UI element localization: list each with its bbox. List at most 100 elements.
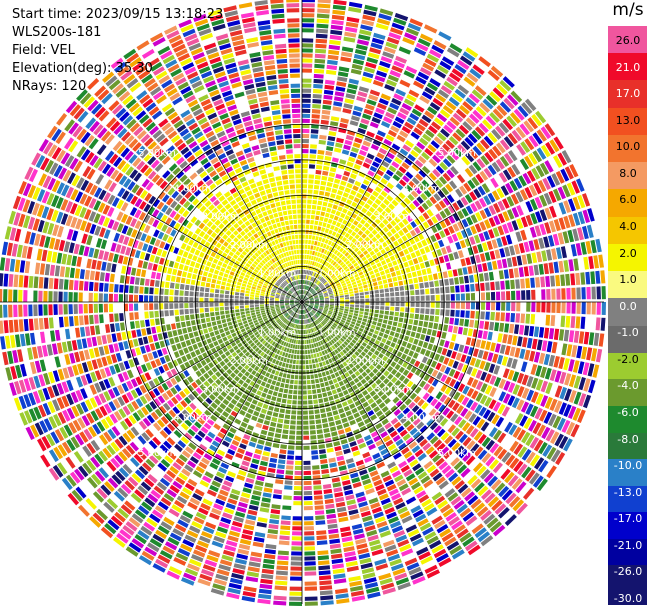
velocity-cell [450,151,460,161]
velocity-cell [318,282,322,287]
velocity-cell [328,246,333,252]
velocity-cell [309,296,313,299]
velocity-cell [468,347,475,356]
velocity-cell [389,235,396,242]
velocity-cell [239,336,245,342]
velocity-cell [226,592,240,600]
velocity-cell [328,310,333,314]
velocity-cell [368,364,375,371]
velocity-cell [326,375,332,381]
velocity-cell [167,399,175,408]
velocity-cell [275,317,280,321]
velocity-cell [222,549,235,557]
velocity-cell [327,59,338,66]
velocity-cell [389,330,395,337]
velocity-cell [286,320,290,325]
velocity-cell [484,362,491,372]
velocity-cell [417,155,427,164]
velocity-cell [319,449,326,454]
velocity-cell [465,399,474,409]
velocity-cell [517,446,528,458]
velocity-cell [362,162,371,169]
velocity-cell [480,421,490,432]
velocity-cell [429,78,441,88]
velocity-cell [214,330,220,336]
velocity-cell [339,357,345,363]
velocity-cell [377,18,391,26]
velocity-cell [404,121,414,130]
velocity-cell [350,224,356,230]
velocity-cell [385,302,390,306]
velocity-cell [363,577,377,584]
velocity-cell [408,401,416,410]
velocity-cell [516,218,524,229]
velocity-cell [51,343,58,355]
velocity-cell [384,329,390,335]
velocity-cell [208,327,213,333]
velocity-cell [312,230,317,235]
velocity-cell [339,309,344,313]
velocity-cell [568,330,575,343]
velocity-cell [133,338,139,347]
velocity-cell [345,299,350,302]
velocity-cell [74,433,85,446]
velocity-cell [331,157,339,163]
velocity-cell [2,351,9,366]
velocity-cell [232,568,245,575]
velocity-cell [125,350,132,359]
velocity-cell [469,274,474,283]
velocity-cell [294,481,302,486]
velocity-cell [426,209,434,217]
velocity-cell [540,380,548,393]
velocity-cell [320,242,324,248]
velocity-cell [484,321,490,330]
velocity-cell [431,379,439,387]
velocity-cell [280,305,285,308]
velocity-cell [384,246,391,252]
velocity-cell [577,409,586,423]
velocity-cell [350,296,355,299]
velocity-cell [420,302,425,308]
velocity-cell [373,210,380,217]
velocity-cell [544,222,552,234]
velocity-cell [111,333,117,343]
velocity-cell [349,441,357,447]
velocity-cell [302,18,315,23]
velocity-cell [318,294,323,297]
velocity-cell [360,219,366,225]
velocity-cell [196,395,204,403]
velocity-cell [370,305,375,309]
velocity-cell [106,444,116,456]
velocity-cell [345,278,350,282]
velocity-cell [459,185,468,195]
velocity-cell [518,267,524,277]
velocity-cell [386,231,393,238]
velocity-cell [61,477,73,491]
velocity-cell [501,302,506,311]
velocity-cell [287,332,291,337]
velocity-cell [181,577,195,586]
velocity-cell [428,274,433,281]
velocity-cell [539,162,550,175]
velocity-cell [309,250,313,255]
velocity-cell [335,173,342,180]
velocity-cell [420,334,426,341]
velocity-cell [420,555,434,565]
velocity-cell [141,432,151,442]
velocity-cell [314,174,321,180]
velocity-cell [326,146,334,152]
velocity-cell [346,565,359,572]
velocity-cell [324,267,329,273]
velocity-cell [236,315,241,320]
velocity-cell [566,302,571,314]
velocity-cell [272,329,277,334]
velocity-cell [510,279,515,290]
velocity-cell [141,328,147,336]
velocity-cell [293,354,297,359]
velocity-cell [432,453,442,463]
velocity-cell [275,331,280,337]
velocity-cell [302,244,305,249]
velocity-cell [275,575,288,581]
velocity-cell [420,192,428,201]
velocity-cell [159,477,171,487]
